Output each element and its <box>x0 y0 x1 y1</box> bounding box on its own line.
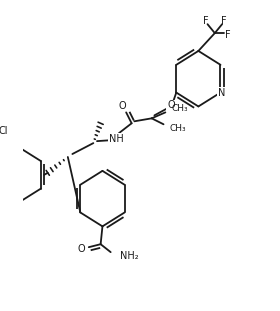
Text: F: F <box>225 30 230 40</box>
Text: O: O <box>78 244 85 254</box>
Text: CH₃: CH₃ <box>172 104 188 113</box>
Text: NH: NH <box>109 134 123 144</box>
Text: NH₂: NH₂ <box>120 251 138 261</box>
Text: N: N <box>218 88 225 98</box>
Text: O: O <box>119 101 126 111</box>
Text: O: O <box>167 100 175 110</box>
Text: CH₃: CH₃ <box>170 124 186 133</box>
Text: Cl: Cl <box>0 126 8 136</box>
Text: F: F <box>221 16 227 26</box>
Text: F: F <box>203 16 209 26</box>
